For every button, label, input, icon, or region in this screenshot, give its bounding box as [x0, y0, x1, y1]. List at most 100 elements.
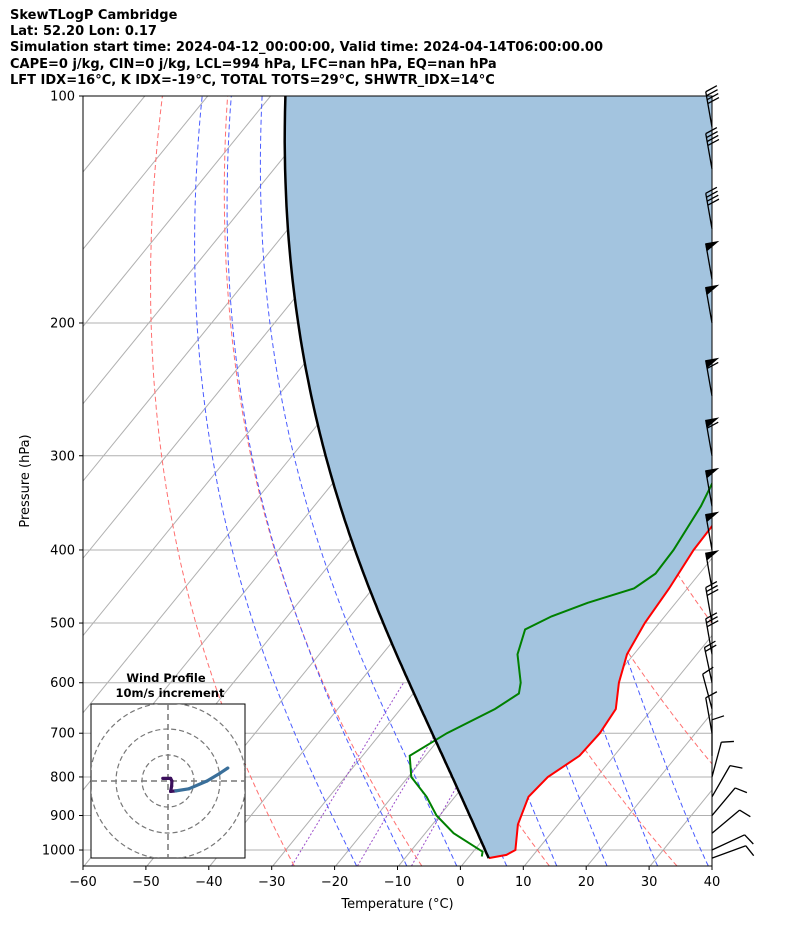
wind-barb-flag [729, 764, 743, 769]
wind-barb-staff [705, 697, 713, 734]
mixing-ratio-line [356, 682, 467, 866]
wind-barb-flag [706, 421, 719, 429]
isotherm-line [83, 96, 271, 328]
wind-barb [705, 85, 720, 128]
hodograph-subtitle: 10m/s increment [116, 686, 225, 700]
moist-adiabat-line [259, 96, 458, 866]
hodograph-trace-segment [218, 766, 230, 775]
wind-barb [711, 764, 743, 798]
wind-barb-flag [705, 186, 718, 194]
wind-barb-flag [705, 85, 718, 93]
isotherm-line [0, 96, 82, 866]
wind-barb [705, 127, 720, 170]
x-tick-label: 30 [641, 875, 658, 890]
wind-barb-flag [706, 588, 719, 597]
wind-barb [705, 691, 718, 734]
wind-barb-staff [711, 742, 722, 778]
x-axis-label: Temperature (°C) [340, 897, 453, 912]
time-line: Simulation start time: 2024-04-12_00:00:… [10, 40, 603, 56]
y-tick-label: 800 [50, 770, 75, 785]
x-tick-label: −40 [195, 875, 222, 890]
wind-barb-staff [711, 845, 747, 859]
isotherm-line [586, 712, 712, 866]
wind-barb [705, 186, 720, 229]
y-tick-label: 1000 [42, 844, 75, 859]
hodograph-trace-segment [205, 771, 222, 783]
wind-barb-staff [702, 674, 713, 710]
cin-shading [284, 96, 712, 859]
wind-barb [711, 809, 751, 834]
x-tick-label: 10 [515, 875, 532, 890]
wind-barb-flag [702, 666, 714, 675]
wind-barb [711, 787, 748, 816]
y-axis-label: Pressure (hPa) [18, 434, 33, 527]
wind-barb-staff [705, 193, 713, 229]
wind-barb [711, 740, 734, 778]
y-tick-label: 100 [50, 90, 75, 105]
x-tick-label: −50 [132, 875, 159, 890]
wind-barb-flag [707, 138, 720, 147]
x-tick-label: −10 [384, 875, 411, 890]
dry-adiabat-line [150, 96, 295, 866]
y-tick-label: 200 [50, 316, 75, 331]
y-tick-label: 400 [50, 543, 75, 558]
chart-header: SkewTLogP Cambridge Lat: 52.20 Lon: 0.17… [10, 8, 790, 89]
x-tick-label: 40 [704, 875, 721, 890]
dry-adiabat-line [749, 96, 794, 866]
y-tick-label: 500 [50, 617, 75, 632]
chart-title: SkewTLogP Cambridge [10, 8, 178, 23]
axes-layer: −60 −50 −40 −30 −20 −10 0 10 20 30 40 100 200 300 400 5… [18, 90, 720, 913]
moist-adiabat-line [450, 96, 709, 866]
location-line: Lat: 52.20 Lon: 0.17 [10, 24, 157, 40]
isotherm-line [524, 634, 712, 866]
wind-barb-staff [711, 765, 731, 798]
wind-barb-flag [707, 96, 720, 105]
isotherm-line [83, 96, 209, 250]
y-tick-label: 700 [50, 727, 75, 742]
wind-barb-flag [705, 127, 718, 135]
temperature-line [488, 524, 712, 860]
wind-barb [702, 666, 714, 710]
profile-layer [283, 96, 712, 860]
wind-barb-staff [705, 91, 713, 128]
wind-barb-staff [711, 809, 740, 834]
x-tick-label: −20 [321, 875, 348, 890]
x-tick-label: 0 [456, 875, 464, 890]
wind-barb-staff [711, 834, 745, 851]
wind-barb-flag [711, 715, 725, 721]
indices-line-2: LFT IDX=16°C, K IDX=-19°C, TOTAL TOTS=29… [10, 72, 495, 88]
wind-barb-flag [706, 93, 719, 101]
mixing-ratio-line [291, 682, 405, 866]
x-tick-label: 20 [578, 875, 595, 890]
wind-barb [711, 834, 754, 851]
isotherm-line [83, 96, 334, 405]
wind-barb [711, 715, 725, 756]
hodograph-trace-segment [187, 779, 209, 791]
x-tick-label: −60 [69, 875, 96, 890]
y-tick-label: 300 [50, 449, 75, 464]
cape-fill-layer [284, 96, 712, 859]
dry-adiabat-line [223, 96, 423, 866]
isotherm-line [713, 96, 794, 866]
moist-adiabat-line [226, 96, 408, 866]
wind-barb-flag [706, 89, 718, 97]
wind-barb [705, 580, 719, 624]
wind-barb [711, 845, 755, 859]
wind-barb-staff [711, 787, 736, 816]
wind-barb-flag [744, 834, 754, 845]
hodograph-body [91, 704, 245, 858]
wind-barb-flag [707, 198, 720, 206]
moist-adiabat-line [194, 96, 358, 866]
wind-barb-flag [706, 361, 719, 370]
wind-barb-flag [705, 691, 718, 699]
y-tick-label: 600 [50, 676, 75, 691]
wind-barb-staff [703, 647, 713, 683]
wind-barb-flag [721, 740, 734, 743]
moist-adiabat-line [330, 96, 558, 866]
parcel-path-line [283, 96, 490, 859]
y-tick-label: 900 [50, 809, 75, 824]
dewpoint-line [408, 481, 712, 857]
wind-barb-flag [739, 809, 751, 818]
wind-barb-flag [745, 845, 755, 857]
